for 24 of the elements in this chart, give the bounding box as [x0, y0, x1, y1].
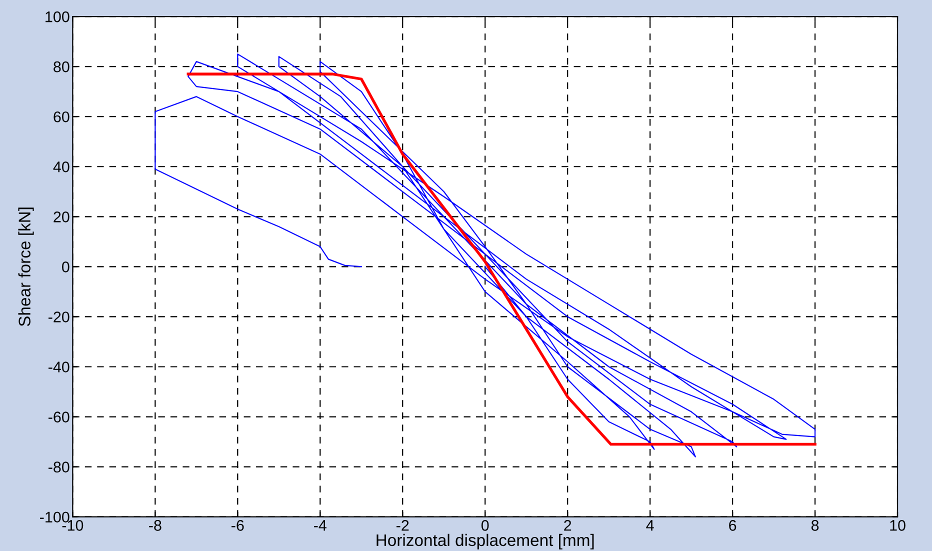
x-axis-title: Horizontal displacement [mm]	[376, 534, 594, 550]
y-tick-label: 0	[62, 262, 70, 272]
x-tick-label: -4	[314, 520, 326, 531]
x-tick-label: -10	[62, 520, 84, 531]
x-tick-label: -6	[232, 520, 244, 531]
x-tick-label: 8	[811, 520, 819, 531]
x-tick-label: 2	[564, 520, 572, 531]
x-tick-label: -8	[149, 520, 162, 531]
y-tick-label: -40	[48, 362, 70, 372]
y-axis-title: Shear force [kN]	[18, 208, 34, 326]
y-tick-label: -20	[48, 312, 70, 322]
y-tick-label: 100	[46, 11, 70, 22]
x-tick-label: -2	[396, 520, 409, 531]
x-tick-label: 4	[646, 520, 654, 531]
y-tick-label: 80	[54, 61, 70, 72]
y-tick-label: 20	[54, 212, 70, 222]
y-tick-label: -60	[48, 412, 70, 422]
y-tick-label: 60	[54, 111, 70, 122]
x-tick-label: 6	[729, 520, 736, 531]
x-tick-label: 10	[890, 520, 906, 531]
y-tick-label: -100	[40, 512, 70, 523]
y-tick-label: 40	[53, 161, 70, 172]
x-tick-label: 0	[481, 520, 489, 531]
y-tick-label: -80	[48, 462, 70, 472]
